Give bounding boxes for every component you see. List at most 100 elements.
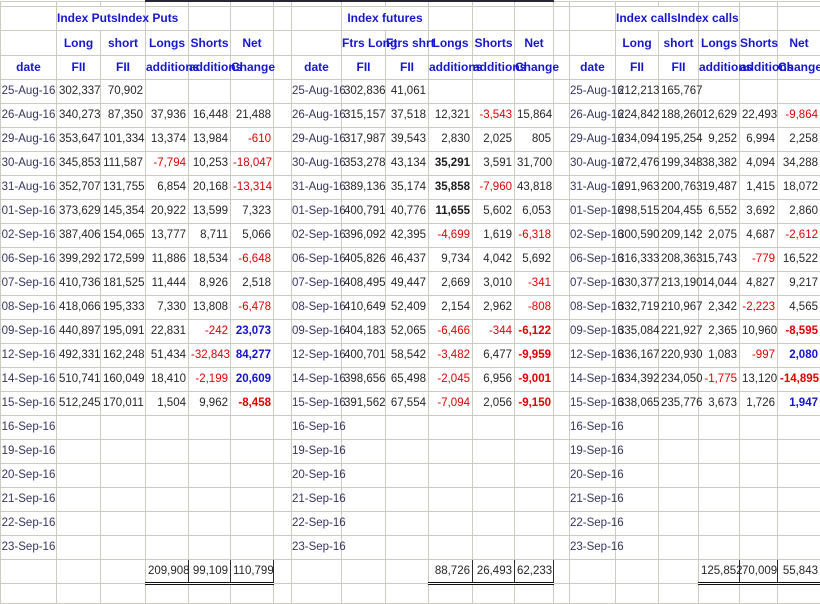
total-cell[interactable]: 209,908 — [145, 558, 190, 585]
value-cell[interactable]: 8,926 — [188, 270, 231, 296]
date-cell[interactable]: 20-Sep-16 — [569, 462, 624, 488]
date-cell[interactable]: 20-Sep-16 — [0, 462, 57, 488]
total-cell[interactable]: 99,109 — [188, 558, 231, 585]
date-cell[interactable]: 22-Sep-16 — [291, 510, 346, 536]
value-cell[interactable]: -779 — [739, 246, 778, 272]
value-cell[interactable]: 316,333 — [615, 246, 660, 272]
value-cell[interactable]: -2,045 — [428, 366, 473, 392]
value-cell[interactable]: 330,377 — [615, 270, 660, 296]
column-header[interactable]: additions — [428, 54, 482, 80]
value-cell[interactable]: 234,050 — [658, 366, 703, 392]
spacer-cell[interactable] — [273, 54, 292, 80]
value-cell[interactable] — [385, 414, 429, 440]
value-cell[interactable] — [230, 462, 274, 488]
value-cell[interactable]: 2,025 — [472, 126, 515, 152]
value-cell[interactable]: -32,843 — [188, 342, 231, 368]
value-cell[interactable] — [100, 534, 146, 560]
date-cell[interactable]: 01-Sep-16 — [291, 198, 346, 224]
value-cell[interactable]: -344 — [472, 318, 515, 344]
spacer-cell[interactable] — [273, 150, 292, 176]
value-cell[interactable]: 5,066 — [230, 222, 274, 248]
column-header[interactable]: Longs — [145, 29, 189, 56]
cell[interactable] — [0, 5, 57, 31]
value-cell[interactable]: 37,936 — [145, 102, 189, 128]
cell[interactable] — [56, 558, 101, 584]
value-cell[interactable] — [56, 534, 101, 560]
value-cell[interactable] — [56, 510, 101, 536]
spacer-cell[interactable] — [273, 534, 292, 560]
cell[interactable] — [472, 5, 515, 31]
spacer-cell[interactable] — [553, 438, 570, 464]
value-cell[interactable] — [100, 414, 146, 440]
date-cell[interactable]: 23-Sep-16 — [291, 534, 346, 560]
cell[interactable] — [0, 29, 57, 56]
date-cell[interactable]: 16-Sep-16 — [569, 414, 624, 440]
value-cell[interactable]: -6,478 — [230, 294, 274, 320]
value-cell[interactable]: 387,406 — [56, 222, 101, 248]
value-cell[interactable] — [100, 486, 146, 512]
value-cell[interactable]: 39,543 — [385, 126, 429, 152]
value-cell[interactable]: 408,495 — [341, 270, 386, 296]
value-cell[interactable]: 49,447 — [385, 270, 429, 296]
spacer-cell[interactable] — [273, 462, 292, 488]
cell[interactable] — [777, 5, 820, 31]
value-cell[interactable]: 1,504 — [145, 390, 189, 416]
value-cell[interactable] — [188, 510, 231, 536]
value-cell[interactable]: 65,498 — [385, 366, 429, 392]
value-cell[interactable]: 302,337 — [56, 78, 101, 104]
value-cell[interactable] — [385, 486, 429, 512]
value-cell[interactable] — [698, 462, 740, 488]
date-cell[interactable]: 31-Aug-16 — [569, 174, 624, 200]
value-cell[interactable] — [472, 414, 515, 440]
date-cell[interactable]: 14-Sep-16 — [569, 366, 624, 392]
column-header[interactable]: FII — [341, 54, 386, 80]
value-cell[interactable]: 389,136 — [341, 174, 386, 200]
spacer-cell[interactable] — [273, 102, 292, 128]
value-cell[interactable]: 200,763 — [658, 174, 703, 200]
value-cell[interactable]: -9,150 — [514, 390, 554, 416]
value-cell[interactable]: 41,061 — [385, 78, 429, 104]
value-cell[interactable]: 43,818 — [514, 174, 554, 200]
spacer-cell[interactable] — [273, 414, 292, 440]
total-cell[interactable]: 110,799 — [230, 558, 274, 585]
spacer-cell[interactable] — [273, 270, 292, 296]
date-cell[interactable]: 22-Sep-16 — [569, 510, 624, 536]
value-cell[interactable]: 87,350 — [100, 102, 146, 128]
spacer-cell[interactable] — [553, 174, 570, 200]
date-cell[interactable]: 02-Sep-16 — [0, 222, 57, 248]
value-cell[interactable]: 199,348 — [658, 150, 703, 176]
column-header[interactable]: additions — [739, 54, 793, 80]
value-cell[interactable] — [777, 534, 820, 560]
value-cell[interactable] — [777, 78, 820, 104]
value-cell[interactable] — [188, 438, 231, 464]
value-cell[interactable]: 181,525 — [100, 270, 146, 296]
spacer-cell[interactable] — [273, 342, 292, 368]
value-cell[interactable] — [739, 78, 778, 104]
spacer-cell[interactable] — [553, 270, 570, 296]
value-cell[interactable]: 391,562 — [341, 390, 386, 416]
date-cell[interactable]: 14-Sep-16 — [0, 366, 57, 392]
value-cell[interactable]: 2,365 — [698, 318, 740, 344]
value-cell[interactable]: -2,612 — [777, 222, 820, 248]
value-cell[interactable] — [145, 78, 189, 104]
cell[interactable] — [100, 558, 146, 584]
value-cell[interactable] — [428, 414, 473, 440]
date-cell[interactable]: 06-Sep-16 — [0, 246, 57, 272]
value-cell[interactable]: 1,619 — [472, 222, 515, 248]
value-cell[interactable]: 165,767 — [658, 78, 703, 104]
value-cell[interactable]: 805 — [514, 126, 554, 152]
date-cell[interactable]: 26-Aug-16 — [0, 102, 57, 128]
value-cell[interactable]: 43,134 — [385, 150, 429, 176]
value-cell[interactable]: 10,253 — [188, 150, 231, 176]
value-cell[interactable] — [514, 414, 554, 440]
date-cell[interactable]: 30-Aug-16 — [291, 150, 346, 176]
cell[interactable] — [291, 5, 342, 31]
date-cell[interactable]: 07-Sep-16 — [291, 270, 346, 296]
value-cell[interactable]: 1,415 — [739, 174, 778, 200]
date-cell[interactable]: 12-Sep-16 — [569, 342, 624, 368]
total-cell[interactable]: 62,233 — [514, 558, 554, 585]
value-cell[interactable]: 9,217 — [777, 270, 820, 296]
value-cell[interactable] — [385, 534, 429, 560]
column-header[interactable]: Net — [230, 29, 274, 56]
value-cell[interactable] — [188, 462, 231, 488]
